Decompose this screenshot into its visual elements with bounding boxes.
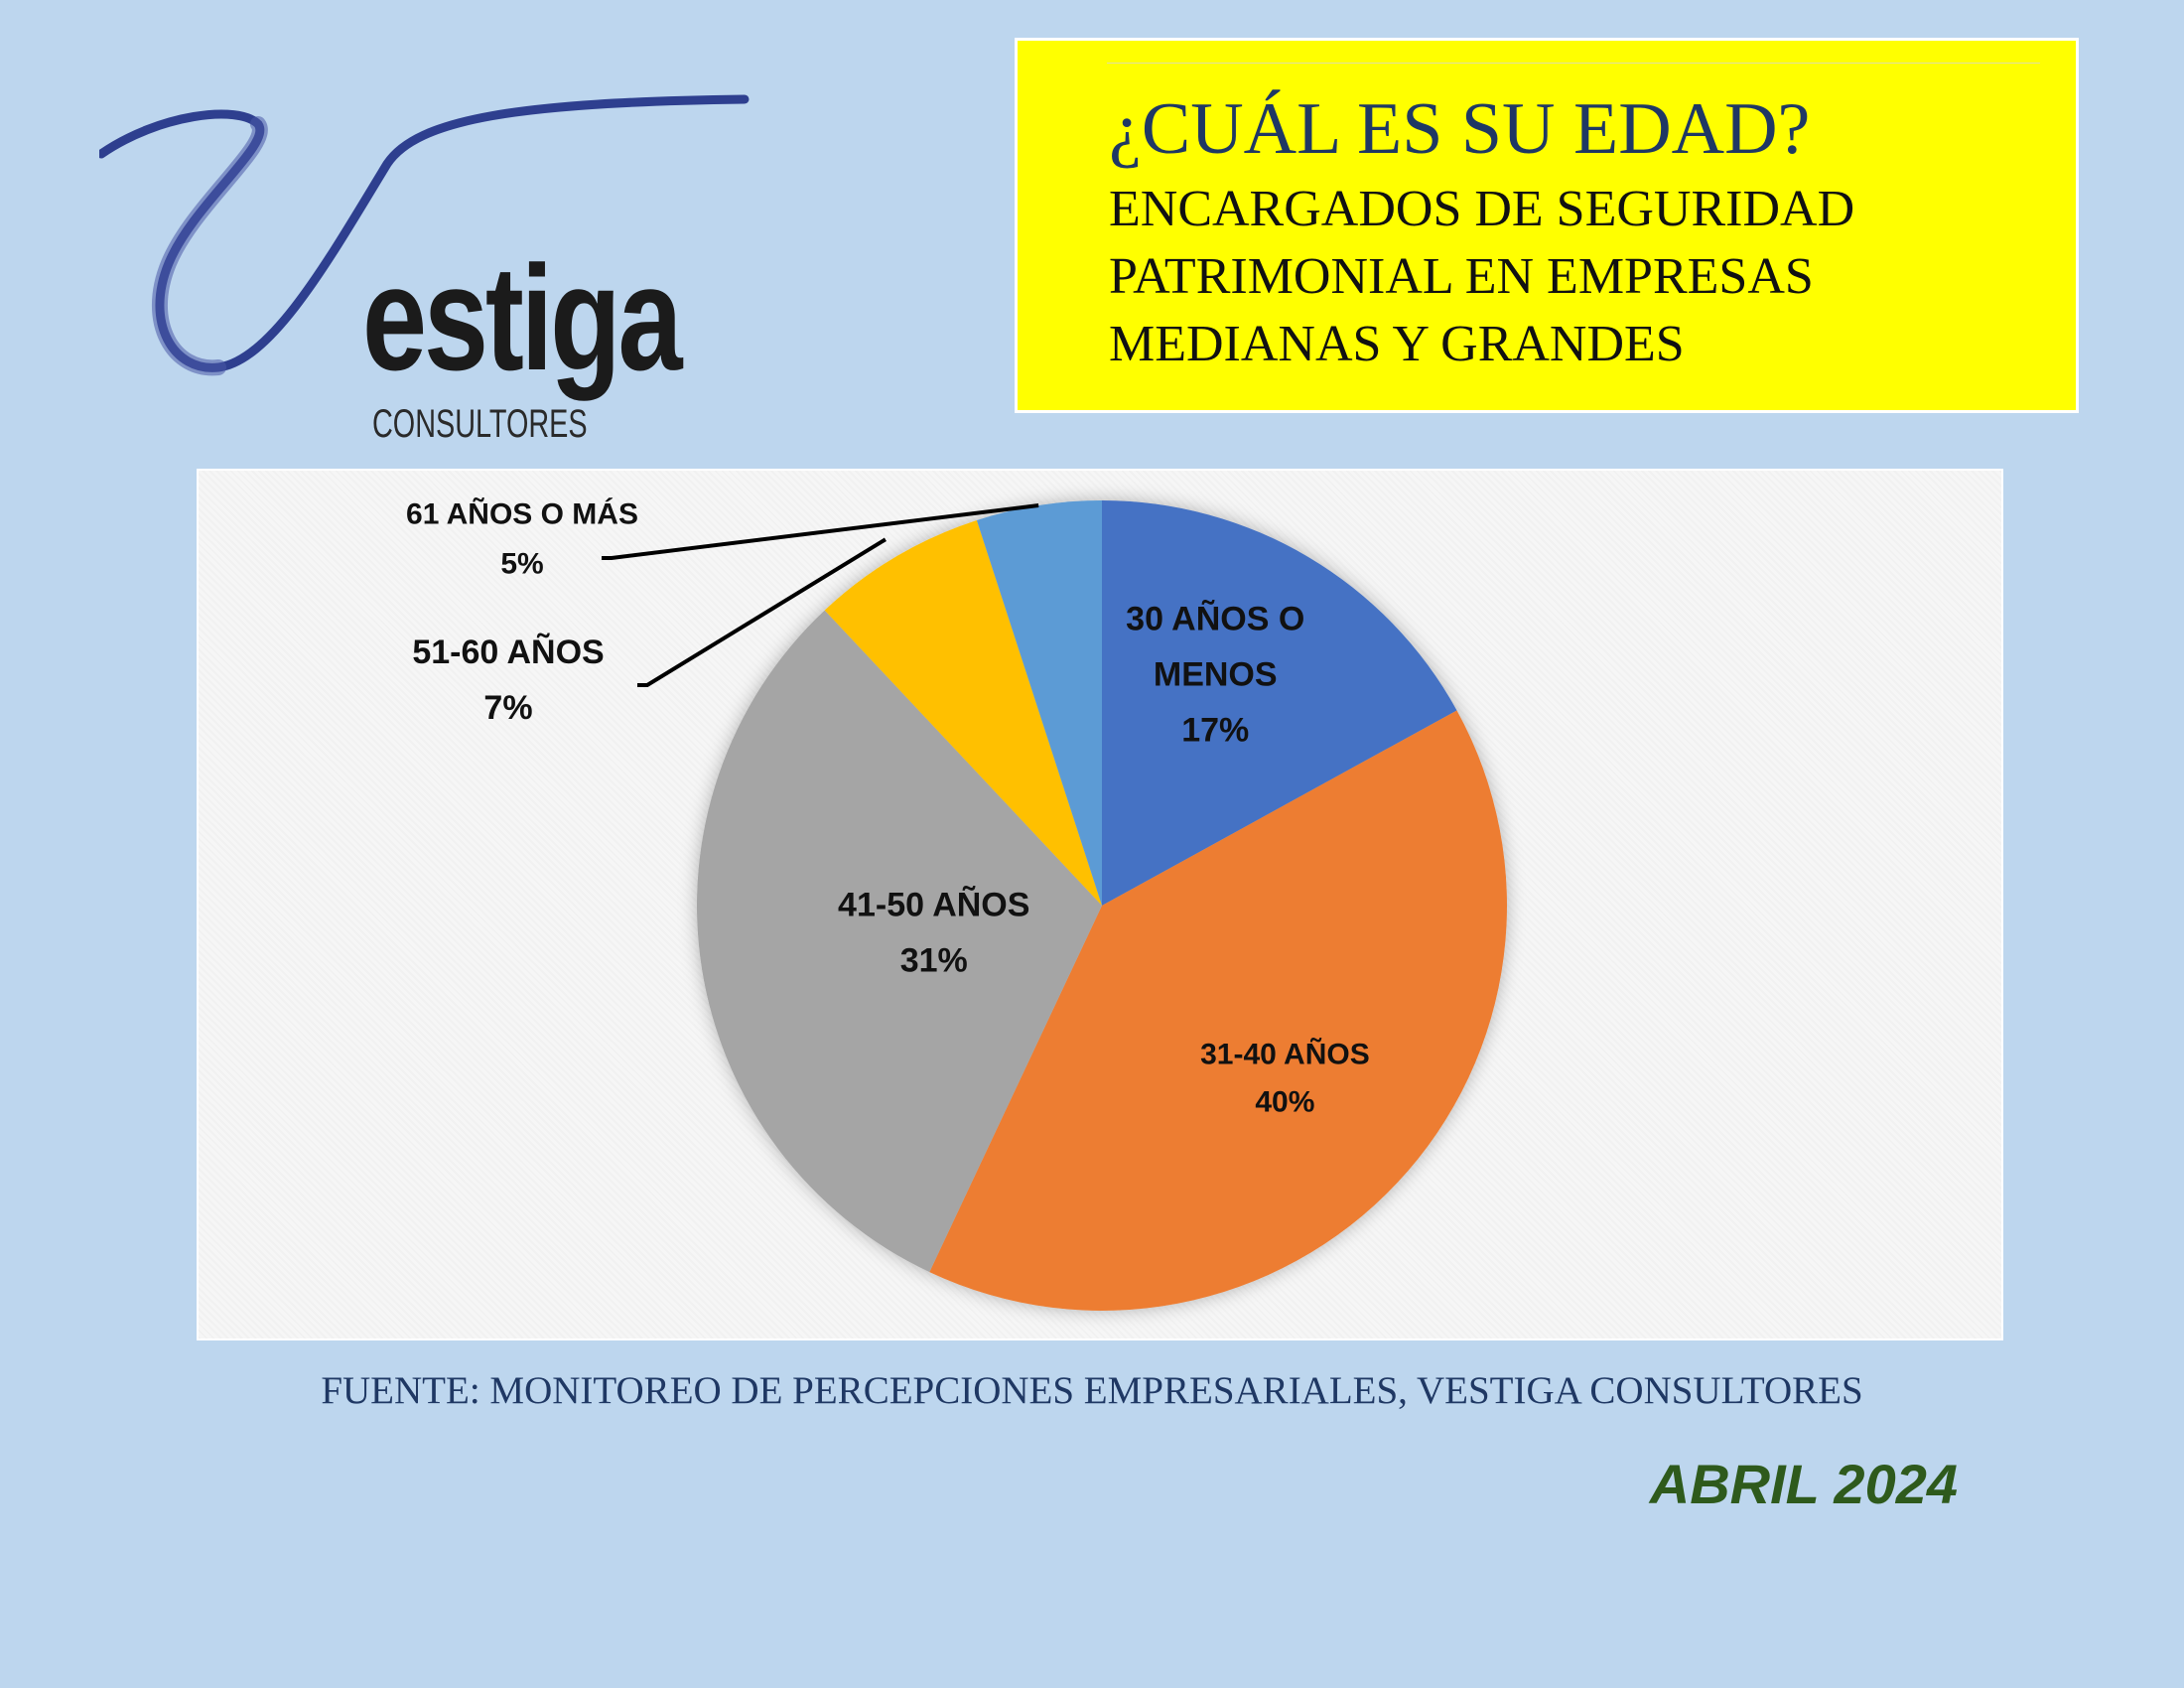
slice-label-line: 5% <box>500 548 543 581</box>
pie-slice <box>929 710 1507 1311</box>
pie-slices <box>697 500 1507 1311</box>
slice-label: 61 AÑOS O MÁS 5% <box>406 497 638 581</box>
slice-label-line: 31% <box>900 942 968 980</box>
title-rule <box>1107 63 2040 64</box>
pie-slice <box>824 519 1102 906</box>
vestiga-logo: estiga CONSULTORES <box>96 94 754 444</box>
logo-v-shadow <box>151 116 268 376</box>
slice-label: 51-60 AÑOS 7% <box>412 633 604 727</box>
slice-label-line: 7% <box>483 689 532 727</box>
subtitle-line: ENCARGADOS DE SEGURIDAD <box>1109 181 1855 237</box>
leader-line <box>637 537 887 687</box>
subtitle-line: MEDIANAS Y GRANDES <box>1109 316 1685 372</box>
slice-label-line: 30 AÑOS O <box>1126 601 1304 638</box>
pie-slice <box>697 610 1102 1273</box>
slice-label-line: 61 AÑOS O MÁS <box>406 497 638 531</box>
logo-word: estiga <box>362 234 683 401</box>
report-date: ABRIL 2024 <box>1649 1453 1958 1515</box>
chart-panel: 30 AÑOS O MENOS 17% 31-40 AÑOS 40% 41-50 AÑOS… <box>197 469 2003 1340</box>
slice-label: 30 AÑOS O MENOS 17% <box>1126 601 1304 750</box>
slice-label-line: 31-40 AÑOS <box>1200 1038 1370 1071</box>
slice-label-line: 40% <box>1255 1086 1314 1119</box>
logo-swoosh-icon <box>96 94 750 376</box>
subtitle-line: PATRIMONIAL EN EMPRESAS <box>1109 248 1814 305</box>
page-subtitle: ENCARGADOS DE SEGURIDAD PATRIMONIAL EN E… <box>1109 176 2062 378</box>
slice-label-line: 17% <box>1181 712 1249 750</box>
page-title: ¿CUÁL ES SU EDAD? <box>1109 88 1811 170</box>
slice-label-line: MENOS <box>1154 656 1278 694</box>
slice-labels: 30 AÑOS O MENOS 17% 31-40 AÑOS 40% 41-50 AÑOS… <box>406 497 1370 1119</box>
logo-subtitle: CONSULTORES <box>372 402 588 446</box>
pie-slice <box>1102 500 1457 906</box>
pie-slice <box>976 500 1102 906</box>
slice-label: 31-40 AÑOS 40% <box>1200 1038 1370 1119</box>
leader-lines <box>602 503 1039 687</box>
slice-label-line: 51-60 AÑOS <box>412 633 604 671</box>
source-note: FUENTE: MONITOREO DE PERCEPCIONES EMPRES… <box>321 1369 1863 1412</box>
leader-line <box>602 503 1039 560</box>
pie-chart: 30 AÑOS O MENOS 17% 31-40 AÑOS 40% 41-50 AÑOS… <box>406 497 1507 1311</box>
slice-label-line: 41-50 AÑOS <box>838 887 1029 924</box>
slice-label: 41-50 AÑOS 31% <box>838 887 1029 980</box>
title-box: ¿CUÁL ES SU EDAD? ENCARGADOS DE SEGURIDA… <box>1015 38 2079 413</box>
